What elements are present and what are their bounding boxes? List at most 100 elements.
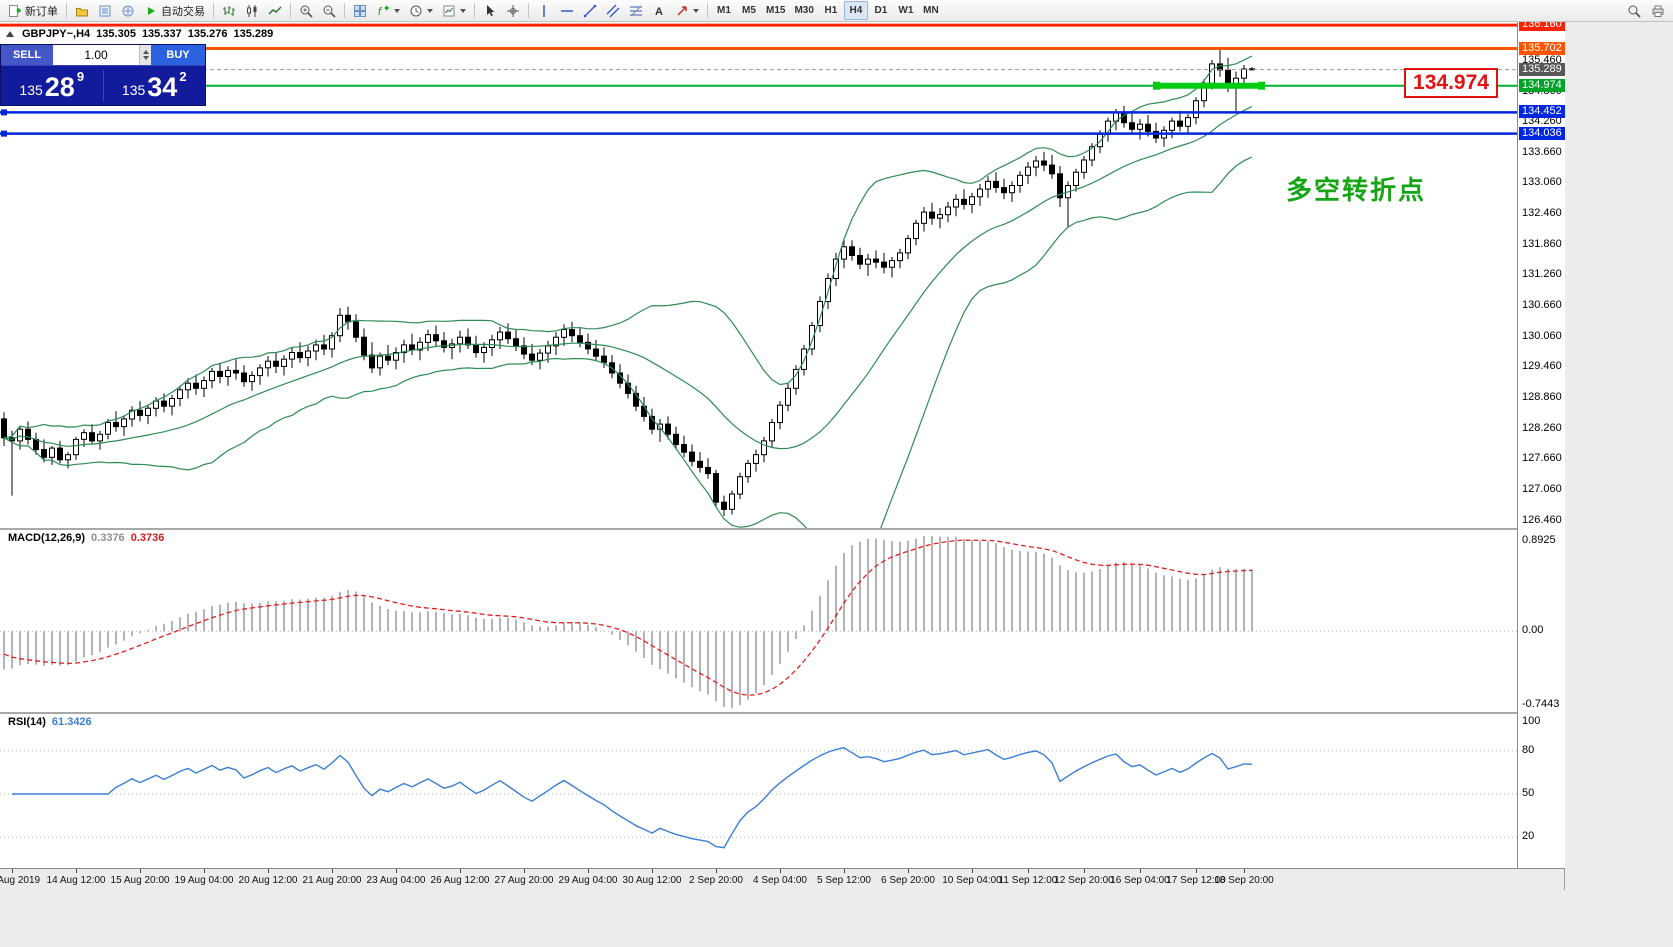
- time-axis-label: 4 Sep 04:00: [753, 875, 807, 886]
- print-button[interactable]: [1647, 1, 1669, 20]
- trade-panel-divider: [102, 70, 104, 101]
- search-button[interactable]: [1623, 1, 1645, 20]
- time-axis-tick: [268, 869, 269, 873]
- time-axis-label: 26 Aug 12:00: [430, 875, 490, 886]
- time-axis-label: 15 Aug 20:00: [110, 875, 170, 886]
- toolbar: 新订单 自动交易 f A M1 M5 M15 M30 H1 H4 D1 W1 MN: [0, 0, 1673, 22]
- crosshair-button[interactable]: [502, 1, 524, 20]
- timeframe-button-h1[interactable]: H1: [819, 1, 843, 20]
- timeframe-button-mn[interactable]: MN: [919, 1, 943, 20]
- fibonacci-button[interactable]: [625, 1, 647, 20]
- line-chart-button[interactable]: [264, 1, 286, 20]
- profiles-button[interactable]: [71, 1, 93, 20]
- arrows-button[interactable]: [671, 1, 703, 20]
- buy-button[interactable]: BUY: [151, 45, 205, 65]
- price-axis-tag: 135.289: [1519, 62, 1565, 76]
- sell-price[interactable]: 135 28 9: [1, 66, 103, 105]
- zoom-out-button[interactable]: [318, 1, 340, 20]
- timeframe-button-w1[interactable]: W1: [894, 1, 918, 20]
- spinner-down-icon[interactable]: [142, 56, 149, 60]
- price-axis-label: 127.660: [1522, 452, 1562, 465]
- time-axis-label: 20 Aug 12:00: [238, 875, 298, 886]
- indicators-button[interactable]: f: [372, 1, 404, 20]
- periods-button[interactable]: [405, 1, 437, 20]
- autotrading-button[interactable]: 自动交易: [140, 1, 209, 20]
- trendline-button[interactable]: [579, 1, 601, 20]
- turning-point-annotation[interactable]: 多空转折点: [1286, 175, 1427, 205]
- macd-axis-label: -0.7443: [1522, 698, 1560, 710]
- time-axis-label: 6 Sep 20:00: [881, 875, 935, 886]
- price-axis-label: 132.460: [1522, 207, 1562, 220]
- time-axis[interactable]: 13 Aug 2019 14 Aug 12:00 15 Aug 20:00 19 Au…: [0, 868, 1565, 890]
- sell-price-pips: 28: [44, 72, 75, 103]
- market-watch-button[interactable]: [94, 1, 116, 20]
- timeframe-button-m30[interactable]: M30: [790, 1, 817, 20]
- candlestick-icon: [245, 4, 259, 18]
- timeframe-button-d1[interactable]: D1: [869, 1, 893, 20]
- tile-windows-button[interactable]: [349, 1, 371, 20]
- rsi-axis-label: 80: [1522, 743, 1535, 756]
- ohlc-low: 135.276: [187, 28, 228, 40]
- toolbar-separator: [528, 3, 529, 18]
- time-axis-tick: [524, 869, 525, 873]
- time-axis-tick: [204, 869, 205, 873]
- svg-text:A: A: [655, 6, 663, 18]
- time-axis-label: 27 Aug 20:00: [494, 875, 554, 886]
- horizontal-line-icon: [560, 4, 574, 18]
- toolbar-separator: [344, 3, 345, 18]
- bar-chart-button[interactable]: [218, 1, 240, 20]
- template-icon: [442, 4, 456, 18]
- chart-canvas[interactable]: [0, 22, 1565, 868]
- time-axis-label: 13 Aug 2019: [0, 875, 41, 886]
- time-axis-label: 14 Aug 12:00: [46, 875, 106, 886]
- time-axis-label: 17 Sep 12:00: [1166, 875, 1226, 886]
- price-axis-label: 127.060: [1522, 482, 1562, 495]
- symbol-period: GBPJPY~,H4: [22, 28, 91, 40]
- indicators-icon: f: [376, 4, 390, 18]
- new-order-button[interactable]: 新订单: [4, 1, 62, 20]
- timeframe-button-m15[interactable]: M15: [762, 1, 789, 20]
- price-callout-box[interactable]: 134.974: [1404, 68, 1498, 98]
- volume-input[interactable]: 1.00: [53, 45, 151, 65]
- dropdown-caret: [693, 8, 699, 13]
- spinner-up-icon[interactable]: [142, 50, 149, 54]
- timeframe-button-h4[interactable]: H4: [843, 1, 868, 20]
- time-axis-tick: [332, 869, 333, 873]
- time-axis-tick: [1196, 869, 1197, 873]
- text-button[interactable]: A: [648, 1, 670, 20]
- timeframe-button-m5[interactable]: M5: [737, 1, 761, 20]
- compass-icon: [121, 4, 135, 18]
- search-icon: [1627, 4, 1641, 18]
- price-axis-tag: 135.702: [1519, 41, 1565, 55]
- text-tool-icon: A: [652, 4, 666, 18]
- time-axis-label: 10 Sep 04:00: [942, 875, 1002, 886]
- candlestick-chart-button[interactable]: [241, 1, 263, 20]
- crosshair-icon: [506, 4, 520, 18]
- ohlc-high: 135.337: [141, 28, 182, 40]
- price-axis[interactable]: 135.460134.860134.260133.660133.060132.4…: [1517, 22, 1565, 868]
- vertical-line-button[interactable]: [533, 1, 555, 20]
- navigator-button[interactable]: [117, 1, 139, 20]
- templates-button[interactable]: [438, 1, 470, 20]
- sell-button[interactable]: SELL: [1, 45, 53, 65]
- price-axis-label: 133.060: [1522, 176, 1562, 189]
- time-axis-label: 12 Sep 20:00: [1054, 875, 1114, 886]
- zoom-in-button[interactable]: [295, 1, 317, 20]
- printer-icon: [1651, 4, 1665, 18]
- toolbar-separator: [290, 3, 291, 18]
- cursor-button[interactable]: [479, 1, 501, 20]
- time-axis-label: 21 Aug 20:00: [302, 875, 362, 886]
- horizontal-line-button[interactable]: [556, 1, 578, 20]
- new-order-label: 新订单: [25, 5, 58, 18]
- rsi-axis-label: 100: [1522, 715, 1541, 727]
- vertical-line-icon: [537, 4, 551, 18]
- timeframe-button-m1[interactable]: M1: [712, 1, 736, 20]
- channel-button[interactable]: [602, 1, 624, 20]
- macd-signal-value: 0.3736: [130, 532, 165, 544]
- play-icon: [144, 4, 158, 18]
- volume-spinner[interactable]: [139, 45, 151, 65]
- ohlc-bars-icon: [222, 4, 236, 18]
- buy-price[interactable]: 135 34 2: [104, 66, 206, 105]
- price-axis-label: 128.260: [1522, 421, 1562, 434]
- toolbar-separator: [707, 3, 708, 18]
